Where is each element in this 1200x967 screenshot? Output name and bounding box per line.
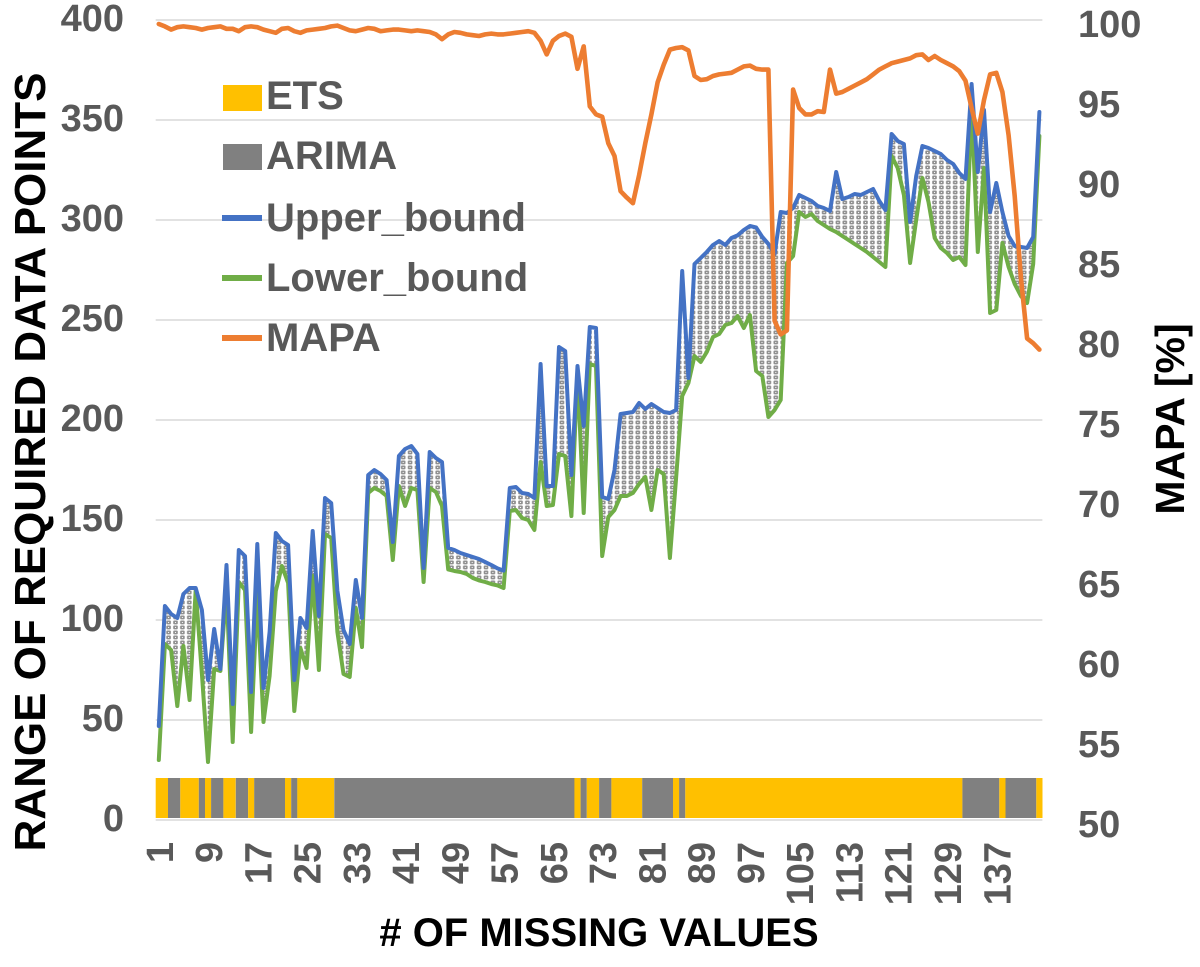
svg-text:55: 55 bbox=[1078, 724, 1120, 766]
svg-text:ETS: ETS bbox=[266, 74, 344, 118]
svg-text:65: 65 bbox=[534, 842, 576, 884]
svg-text:85: 85 bbox=[1078, 244, 1120, 286]
svg-text:350: 350 bbox=[61, 98, 124, 140]
svg-text:200: 200 bbox=[61, 398, 124, 440]
svg-text:129: 129 bbox=[928, 842, 970, 905]
svg-text:73: 73 bbox=[583, 842, 625, 884]
svg-text:1: 1 bbox=[140, 842, 182, 863]
svg-text:97: 97 bbox=[731, 842, 773, 884]
svg-text:95: 95 bbox=[1078, 84, 1120, 126]
svg-text:RANGE OF REQUIRED DATA POINTS: RANGE OF REQUIRED DATA POINTS bbox=[6, 73, 55, 852]
svg-text:ARIMA: ARIMA bbox=[266, 134, 397, 178]
svg-text:50: 50 bbox=[1078, 804, 1120, 846]
svg-text:50: 50 bbox=[82, 698, 124, 740]
svg-text:41: 41 bbox=[386, 842, 428, 884]
svg-text:75: 75 bbox=[1078, 404, 1120, 446]
svg-text:MAPA [%]: MAPA [%] bbox=[1147, 323, 1193, 514]
svg-text:113: 113 bbox=[830, 842, 872, 903]
svg-text:121: 121 bbox=[879, 842, 921, 905]
svg-text:Upper_bound: Upper_bound bbox=[266, 196, 526, 240]
svg-text:25: 25 bbox=[288, 842, 330, 884]
svg-text:100: 100 bbox=[61, 598, 124, 640]
svg-text:17: 17 bbox=[238, 842, 280, 884]
svg-text:90: 90 bbox=[1078, 164, 1120, 206]
svg-text:100: 100 bbox=[1078, 4, 1141, 46]
svg-text:80: 80 bbox=[1078, 324, 1120, 366]
svg-text:89: 89 bbox=[682, 842, 724, 884]
svg-text:0: 0 bbox=[103, 798, 124, 840]
svg-text:9: 9 bbox=[189, 842, 231, 863]
svg-text:65: 65 bbox=[1078, 564, 1120, 606]
svg-text:105: 105 bbox=[780, 842, 822, 905]
svg-text:300: 300 bbox=[61, 198, 124, 240]
svg-text:81: 81 bbox=[632, 842, 674, 884]
svg-text:57: 57 bbox=[485, 842, 527, 884]
svg-text:49: 49 bbox=[435, 842, 477, 884]
svg-text:70: 70 bbox=[1078, 484, 1120, 526]
svg-text:137: 137 bbox=[977, 842, 1019, 905]
svg-text:400: 400 bbox=[61, 0, 124, 40]
svg-text:60: 60 bbox=[1078, 644, 1120, 686]
svg-text:33: 33 bbox=[337, 842, 379, 884]
svg-text:MAPA: MAPA bbox=[266, 316, 381, 360]
svg-text:150: 150 bbox=[61, 498, 124, 540]
svg-text:# OF MISSING VALUES: # OF MISSING VALUES bbox=[379, 911, 818, 955]
svg-text:250: 250 bbox=[61, 298, 124, 340]
svg-text:Lower_bound: Lower_bound bbox=[266, 256, 528, 300]
